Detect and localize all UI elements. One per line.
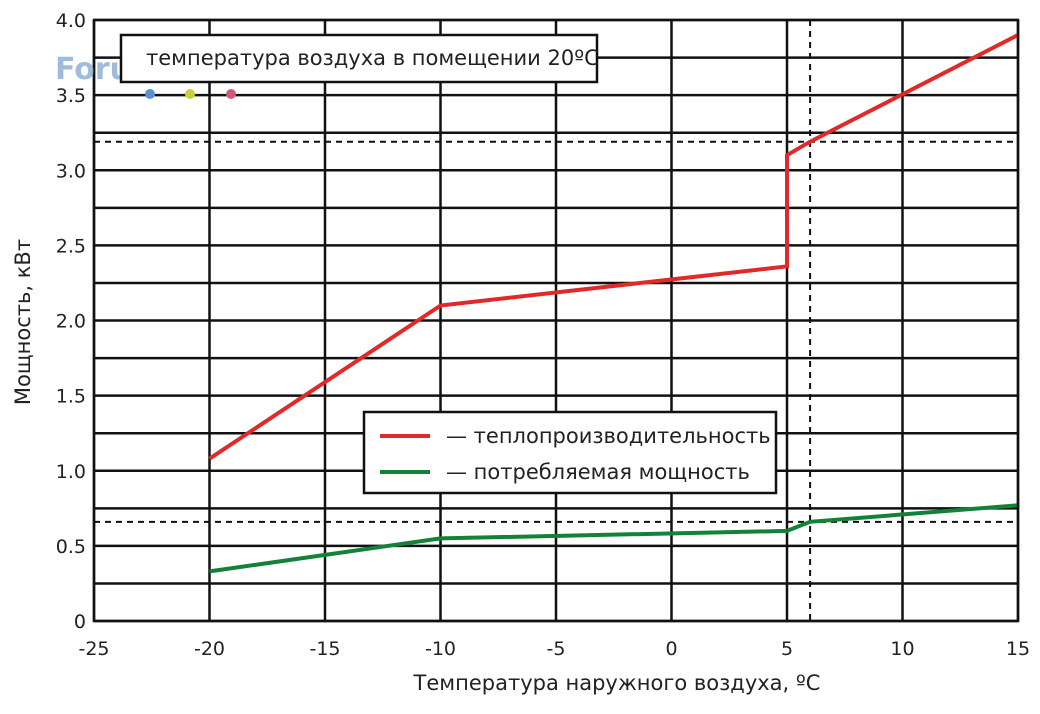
y-tick-label: 2.0 (56, 311, 86, 333)
watermark-dot-yellow (185, 89, 195, 99)
legend-label-consumption: — потребляемая мощность (446, 460, 750, 484)
tick-labels: -25 -20 -15 -10 -5 0 5 10 15 0 0.5 1.0 1.5 2.0 2.5 3.0 3… (56, 10, 1030, 660)
x-tick-label: -5 (547, 638, 566, 660)
legend: — теплопроизводительность — потребляемая… (362, 410, 778, 495)
y-tick-label: 1.5 (56, 386, 86, 408)
x-tick-label: 0 (665, 638, 677, 660)
x-tick-label: 10 (890, 638, 914, 660)
x-tick-label: -25 (78, 638, 109, 660)
y-tick-label: 3.5 (56, 85, 86, 107)
watermark-dot-blue (145, 89, 155, 99)
y-tick-label: 0 (74, 611, 86, 633)
series-lines (208, 33, 1019, 574)
plot-frame (92, 18, 1020, 623)
annotation-text: температура воздуха в помещении 20ºС (146, 46, 599, 70)
x-tick-label: -10 (425, 638, 456, 660)
y-axis-title: Мощность, кВт (11, 239, 35, 405)
y-tick-label: 3.0 (56, 160, 86, 182)
y-tick-label: 1.0 (56, 461, 86, 483)
y-tick-label: 0.5 (56, 536, 86, 558)
grid (92, 18, 1020, 623)
x-axis-title: Температура наружного воздуха, ºС (413, 671, 821, 695)
series-line-heating (208, 33, 1019, 461)
x-tick-label: 15 (1006, 638, 1030, 660)
annotation-box: температура воздуха в помещении 20ºС (119, 33, 599, 84)
watermark-dot-pink (226, 89, 236, 99)
x-tick-label: -15 (309, 638, 340, 660)
y-tick-label: 2.5 (56, 235, 86, 257)
series-line-consumption (209, 503, 1019, 574)
x-tick-label: -20 (194, 638, 225, 660)
legend-label-heating: — теплопроизводительность (446, 424, 771, 448)
x-tick-label: 5 (781, 638, 793, 660)
y-tick-label: 4.0 (56, 10, 86, 32)
